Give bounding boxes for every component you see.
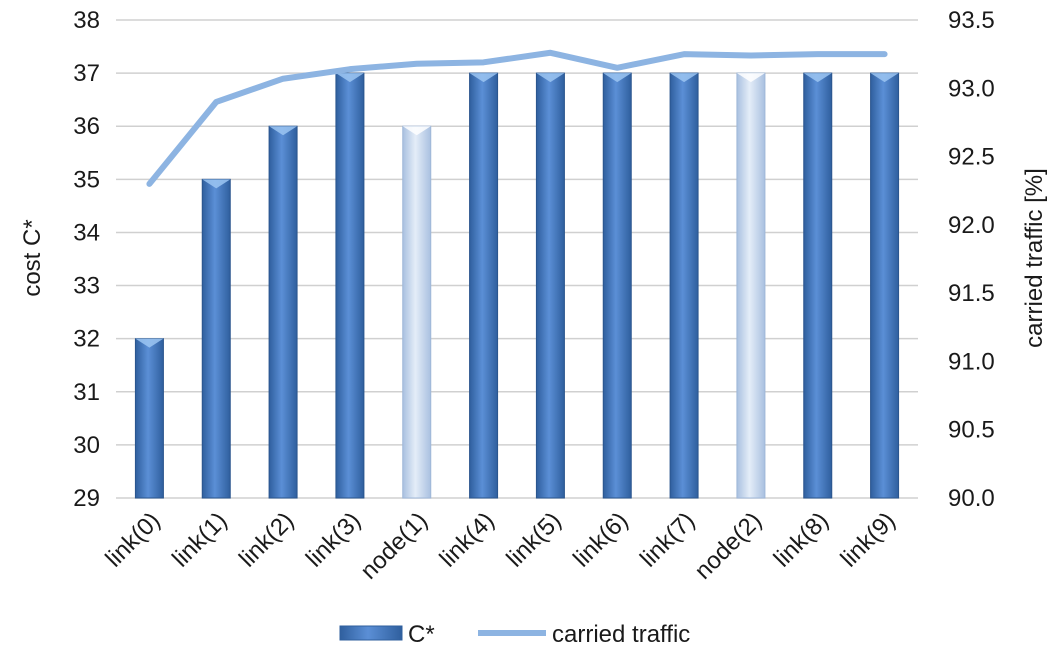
left-axis-ticks: 29 30 31 32 33 34 35 36 37 38 xyxy=(73,7,100,512)
right-tick-label: 91.5 xyxy=(948,280,995,307)
bar-node(1) xyxy=(402,125,432,499)
bar-link(8) xyxy=(803,72,833,499)
x-tick-label: link(0) xyxy=(100,507,165,572)
right-tick-label: 92.0 xyxy=(948,212,995,239)
bar-link(6) xyxy=(602,72,632,499)
bar-link(7) xyxy=(669,72,699,499)
x-tick-label: link(1) xyxy=(167,507,232,572)
bar-link(0) xyxy=(134,338,164,499)
gridlines xyxy=(116,19,918,499)
right-tick-label: 90.0 xyxy=(948,485,995,512)
bar-link(1) xyxy=(201,178,231,499)
left-tick-label: 29 xyxy=(73,485,100,512)
bar-cap xyxy=(202,179,231,189)
right-tick-label: 91.0 xyxy=(948,348,995,375)
x-tick-label: link(8) xyxy=(769,507,834,572)
left-tick-label: 35 xyxy=(73,166,100,193)
bar-link(5) xyxy=(535,72,565,499)
right-axis-ticks: 90.0 90.5 91.0 91.5 92.0 92.5 93.0 93.5 xyxy=(948,7,995,512)
x-tick-label: link(4) xyxy=(435,507,500,572)
legend-bar-swatch xyxy=(339,625,403,641)
bar-link(3) xyxy=(335,72,365,499)
x-tick-label: node(1) xyxy=(355,507,433,585)
left-tick-label: 34 xyxy=(73,219,100,246)
bar-cap xyxy=(603,73,632,83)
legend-bar-label: C* xyxy=(408,621,435,648)
legend-line-label: carried traffic xyxy=(552,621,690,648)
bar-node(2) xyxy=(736,72,766,499)
x-tick-label: link(5) xyxy=(501,507,566,572)
left-tick-label: 30 xyxy=(73,432,100,459)
bar-cap xyxy=(736,73,765,83)
x-tick-label: node(2) xyxy=(690,507,768,585)
x-tick-label: link(9) xyxy=(836,507,901,572)
legend: C* carried traffic xyxy=(339,621,690,648)
left-tick-label: 32 xyxy=(73,326,100,353)
bar-cap xyxy=(870,73,899,83)
bar-cap xyxy=(269,126,298,136)
left-tick-label: 36 xyxy=(73,113,100,140)
right-tick-label: 93.5 xyxy=(948,7,995,34)
bar-cap xyxy=(469,73,498,83)
carried-traffic-line-layer xyxy=(146,49,888,187)
bar-cap xyxy=(335,73,364,83)
bar-link(4) xyxy=(469,72,499,499)
carried-traffic-line xyxy=(146,49,888,187)
bar-cap xyxy=(803,73,832,83)
bar-link(9) xyxy=(870,72,900,499)
left-tick-label: 31 xyxy=(73,379,100,406)
right-tick-label: 93.0 xyxy=(948,75,995,102)
right-tick-label: 90.5 xyxy=(948,417,995,444)
bar-link(2) xyxy=(268,125,298,499)
left-tick-label: 33 xyxy=(73,273,100,300)
bar-cap xyxy=(670,73,699,83)
bar-cap xyxy=(402,126,431,136)
bars xyxy=(134,72,900,499)
bar-cap xyxy=(536,73,565,83)
right-tick-label: 92.5 xyxy=(948,144,995,171)
left-tick-label: 37 xyxy=(73,60,100,87)
x-tick-label: link(2) xyxy=(234,507,299,572)
bar-cap xyxy=(135,338,164,348)
left-axis-label: cost C* xyxy=(19,219,46,296)
right-axis-label: carried traffic [%] xyxy=(1021,168,1048,348)
x-tick-label: link(7) xyxy=(635,507,700,572)
x-tick-label: link(3) xyxy=(301,507,366,572)
x-axis-ticks: link(0) link(1) link(2) link(3)node(1) link(… xyxy=(100,507,900,585)
x-tick-label: link(6) xyxy=(568,507,633,572)
left-tick-label: 38 xyxy=(73,7,100,34)
